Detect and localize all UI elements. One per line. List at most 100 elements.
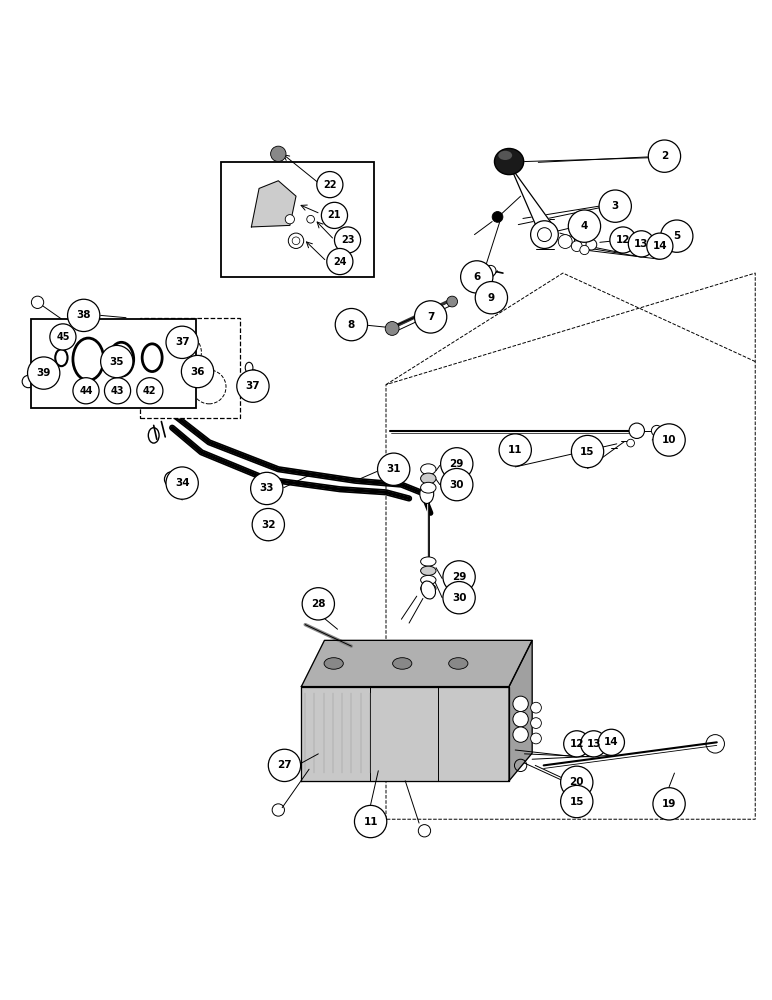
Circle shape (166, 467, 198, 499)
Circle shape (335, 308, 367, 341)
Circle shape (653, 424, 686, 456)
Text: 15: 15 (570, 797, 584, 807)
Ellipse shape (120, 368, 126, 382)
Text: 4: 4 (581, 221, 588, 231)
Circle shape (317, 172, 343, 198)
Circle shape (560, 785, 593, 818)
Text: 11: 11 (364, 817, 378, 827)
Polygon shape (252, 181, 296, 227)
Circle shape (443, 582, 476, 614)
Text: 8: 8 (347, 320, 355, 330)
Text: 13: 13 (587, 739, 601, 749)
Circle shape (610, 227, 636, 253)
Circle shape (560, 766, 593, 798)
Circle shape (67, 299, 100, 332)
Text: 9: 9 (488, 293, 495, 303)
Circle shape (447, 296, 458, 307)
Circle shape (513, 712, 528, 727)
Circle shape (653, 788, 686, 820)
Circle shape (327, 248, 353, 275)
Text: 29: 29 (452, 572, 466, 582)
Polygon shape (301, 687, 509, 781)
Circle shape (285, 215, 294, 224)
Circle shape (104, 378, 130, 404)
Circle shape (476, 282, 507, 314)
Circle shape (100, 345, 133, 378)
Text: 7: 7 (427, 312, 435, 322)
Ellipse shape (421, 464, 436, 475)
Circle shape (571, 241, 582, 252)
Circle shape (574, 232, 590, 248)
Text: 34: 34 (174, 478, 189, 488)
Circle shape (415, 301, 447, 333)
Ellipse shape (494, 148, 523, 175)
Ellipse shape (421, 557, 436, 566)
Text: 24: 24 (333, 257, 347, 267)
Circle shape (441, 448, 473, 480)
Text: 44: 44 (80, 386, 93, 396)
Circle shape (652, 425, 662, 436)
Circle shape (73, 378, 99, 404)
Ellipse shape (393, 658, 411, 669)
Circle shape (302, 588, 334, 620)
Circle shape (28, 357, 60, 389)
Ellipse shape (324, 658, 344, 669)
Polygon shape (301, 640, 532, 687)
Circle shape (661, 220, 693, 252)
Text: 29: 29 (449, 459, 464, 469)
Circle shape (50, 324, 76, 350)
Circle shape (586, 239, 597, 250)
Polygon shape (513, 172, 551, 235)
Text: 31: 31 (387, 464, 401, 474)
Text: 6: 6 (473, 272, 480, 282)
Circle shape (334, 227, 361, 253)
Text: 35: 35 (110, 357, 124, 367)
Text: 27: 27 (277, 760, 292, 770)
Text: 21: 21 (327, 210, 341, 220)
Text: 14: 14 (652, 241, 667, 251)
Circle shape (530, 733, 541, 744)
Ellipse shape (498, 151, 512, 160)
Ellipse shape (449, 658, 468, 669)
Polygon shape (509, 640, 532, 781)
Circle shape (306, 215, 314, 223)
Circle shape (354, 805, 387, 838)
Text: 43: 43 (111, 386, 124, 396)
Circle shape (513, 727, 528, 742)
Circle shape (581, 731, 607, 757)
Text: 3: 3 (611, 201, 619, 211)
Text: 37: 37 (245, 381, 260, 391)
Circle shape (378, 453, 410, 485)
Bar (63, 335, 84, 357)
Ellipse shape (83, 338, 91, 355)
Text: 28: 28 (311, 599, 326, 609)
Ellipse shape (107, 368, 113, 382)
Text: 38: 38 (76, 310, 91, 320)
Circle shape (647, 233, 673, 259)
Bar (140, 318, 240, 418)
Circle shape (564, 731, 590, 757)
Text: 5: 5 (673, 231, 680, 241)
Circle shape (269, 749, 300, 782)
Ellipse shape (421, 584, 436, 593)
Text: 12: 12 (570, 739, 584, 749)
Circle shape (137, 378, 163, 404)
Text: 45: 45 (56, 332, 69, 342)
Circle shape (598, 729, 625, 755)
Circle shape (493, 212, 503, 222)
Text: 39: 39 (36, 368, 51, 378)
Circle shape (252, 508, 284, 541)
Circle shape (530, 718, 541, 728)
Text: 19: 19 (662, 799, 676, 809)
Circle shape (461, 261, 493, 293)
Circle shape (599, 190, 631, 222)
Circle shape (251, 472, 283, 505)
Ellipse shape (421, 473, 436, 484)
Bar (31, 319, 196, 408)
Ellipse shape (99, 338, 107, 355)
Circle shape (568, 210, 601, 242)
Circle shape (443, 561, 476, 593)
Circle shape (627, 439, 635, 447)
Circle shape (513, 696, 528, 712)
Text: 30: 30 (452, 593, 466, 603)
